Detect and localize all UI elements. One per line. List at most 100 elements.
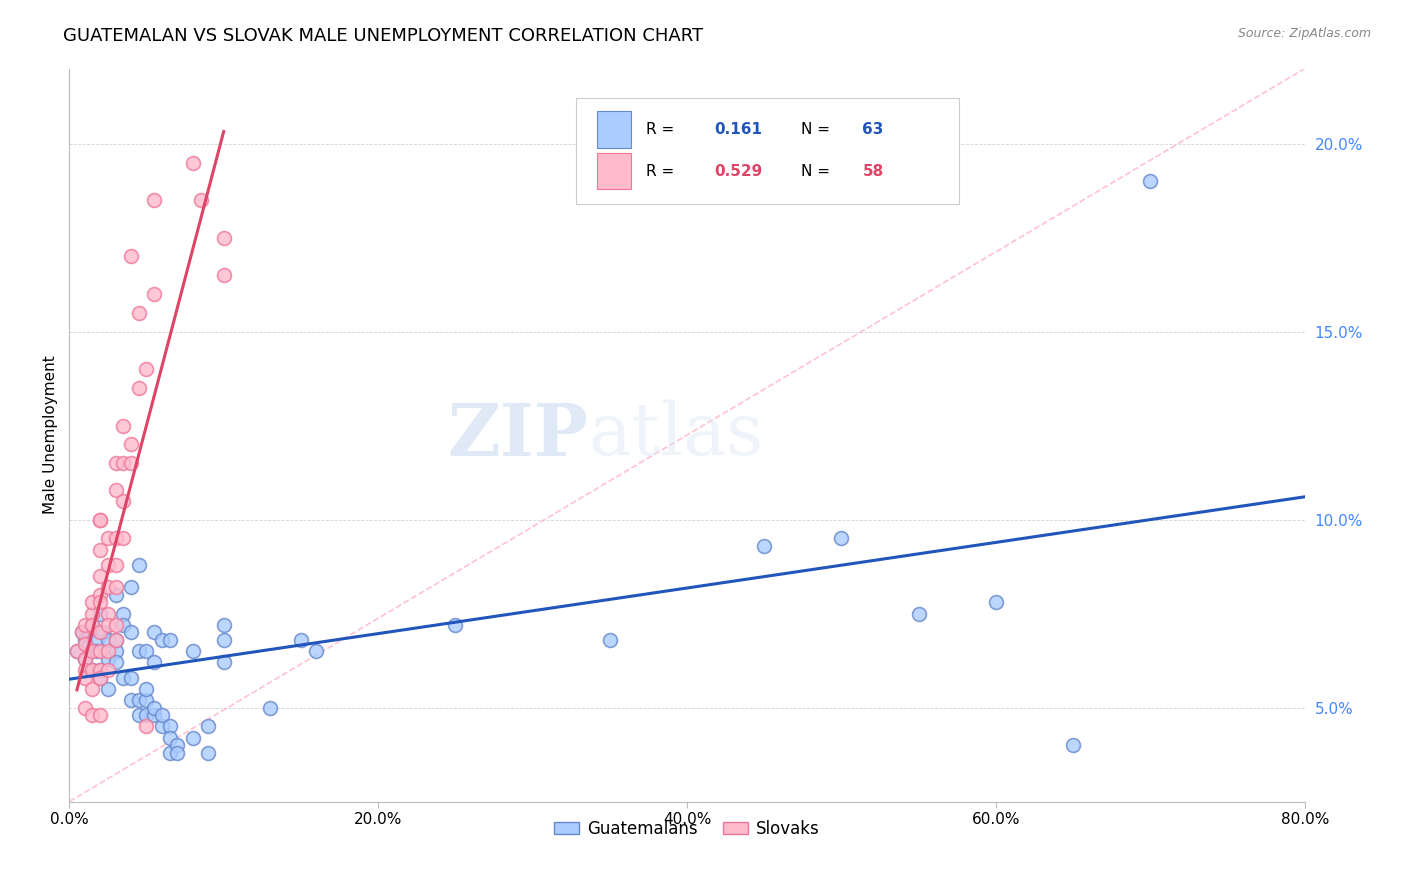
Point: [89, 708, 111, 723]
Text: 0.161: 0.161: [714, 122, 762, 136]
Point: [97, 580, 120, 594]
Point: [89, 595, 111, 609]
Point: [181, 644, 204, 658]
Point: [89, 513, 111, 527]
Text: 0.529: 0.529: [714, 163, 762, 178]
Point: [104, 580, 127, 594]
Text: N =: N =: [800, 122, 830, 136]
Point: [76, 625, 98, 640]
Text: R =: R =: [647, 163, 675, 178]
Point: [212, 268, 235, 283]
Point: [73, 632, 96, 647]
Point: [97, 651, 120, 665]
Point: [89, 588, 111, 602]
Point: [143, 625, 166, 640]
Point: [197, 719, 219, 733]
Point: [76, 640, 98, 655]
Point: [89, 513, 111, 527]
Point: [73, 651, 96, 665]
Point: [128, 558, 150, 572]
Point: [128, 306, 150, 320]
Point: [97, 532, 120, 546]
Text: 63: 63: [862, 122, 884, 136]
Y-axis label: Male Unemployment: Male Unemployment: [44, 356, 58, 515]
Point: [89, 671, 111, 685]
Bar: [596, 153, 631, 189]
Point: [112, 618, 135, 632]
Point: [104, 588, 127, 602]
Point: [82, 663, 104, 677]
Point: [104, 656, 127, 670]
Point: [82, 644, 104, 658]
Point: [135, 708, 157, 723]
FancyBboxPatch shape: [576, 98, 959, 204]
Point: [166, 746, 188, 760]
Point: [82, 618, 104, 632]
Point: [97, 558, 120, 572]
Point: [104, 456, 127, 470]
Text: N =: N =: [800, 163, 830, 178]
Point: [159, 746, 181, 760]
Point: [112, 418, 135, 433]
Point: [166, 738, 188, 752]
Point: [66, 644, 89, 658]
Point: [97, 681, 120, 696]
Point: [73, 700, 96, 714]
Point: [104, 632, 127, 647]
Point: [73, 651, 96, 665]
Legend: Guatemalans, Slovaks: Guatemalans, Slovaks: [547, 814, 827, 845]
Point: [444, 618, 467, 632]
Point: [128, 693, 150, 707]
Point: [143, 700, 166, 714]
Point: [112, 532, 135, 546]
Point: [104, 632, 127, 647]
Point: [128, 708, 150, 723]
Point: [86, 632, 108, 647]
Point: [181, 731, 204, 745]
Point: [290, 632, 312, 647]
Point: [135, 362, 157, 376]
Point: [112, 671, 135, 685]
Point: [120, 250, 142, 264]
Point: [135, 644, 157, 658]
Point: [143, 193, 166, 207]
Point: [73, 671, 96, 685]
Point: [97, 607, 120, 621]
Point: [89, 569, 111, 583]
Point: [66, 644, 89, 658]
Point: [112, 607, 135, 621]
Point: [120, 456, 142, 470]
Point: [89, 671, 111, 685]
Point: [104, 483, 127, 497]
Point: [120, 437, 142, 451]
Point: [82, 618, 104, 632]
Point: [984, 595, 1007, 609]
Point: [104, 644, 127, 658]
Point: [212, 656, 235, 670]
Point: [82, 595, 104, 609]
Text: R =: R =: [647, 122, 675, 136]
Point: [82, 681, 104, 696]
Point: [143, 708, 166, 723]
Point: [97, 618, 120, 632]
Point: [159, 731, 181, 745]
Point: [104, 558, 127, 572]
Text: 58: 58: [862, 163, 884, 178]
Point: [120, 580, 142, 594]
Point: [212, 618, 235, 632]
Point: [150, 632, 173, 647]
Point: [91, 625, 114, 640]
Point: [305, 644, 328, 658]
Point: [159, 632, 181, 647]
Point: [150, 708, 173, 723]
Point: [97, 663, 120, 677]
Point: [82, 663, 104, 677]
Point: [89, 663, 111, 677]
Point: [73, 637, 96, 651]
Point: [128, 381, 150, 395]
Point: [1139, 174, 1161, 188]
Text: ZIP: ZIP: [447, 400, 588, 471]
Point: [70, 625, 93, 640]
Point: [143, 656, 166, 670]
Point: [135, 693, 157, 707]
